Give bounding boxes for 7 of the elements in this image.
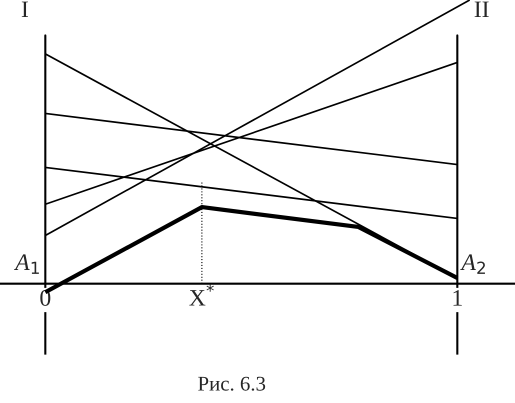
annotation: A$_{2}$ (460, 254, 485, 274)
x-tick-label: 1 (453, 290, 462, 306)
ref-line-label: II (474, 2, 489, 18)
ref-line-label: I (22, 2, 28, 18)
annotation: A$_{1}$ (14, 254, 39, 274)
x-tick-label: X$^{*}$ (189, 284, 214, 306)
text: Рис. 6.3 (198, 376, 266, 391)
